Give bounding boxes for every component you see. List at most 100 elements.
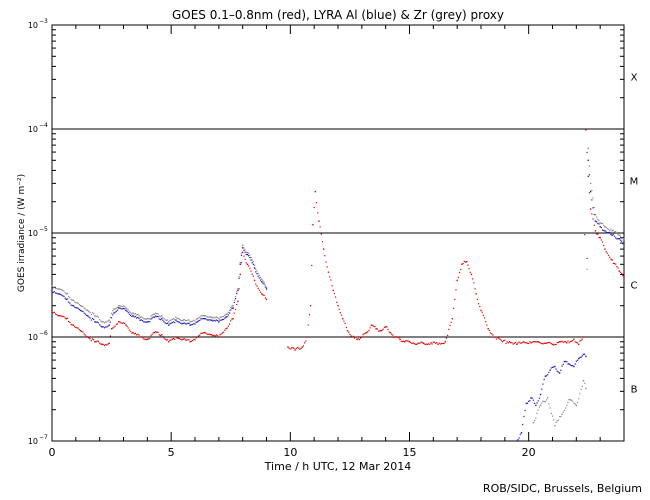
data-point bbox=[237, 288, 239, 290]
data-point bbox=[611, 234, 613, 237]
data-point bbox=[145, 321, 147, 323]
data-point bbox=[93, 312, 95, 315]
data-point bbox=[227, 314, 229, 316]
data-point bbox=[70, 304, 72, 306]
data-point bbox=[612, 262, 614, 265]
data-point bbox=[214, 335, 216, 337]
data-point bbox=[244, 251, 246, 253]
data-point bbox=[141, 317, 144, 319]
data-point bbox=[112, 310, 114, 312]
data-point bbox=[209, 316, 212, 318]
data-point bbox=[206, 316, 208, 318]
data-point bbox=[362, 334, 364, 336]
data-point bbox=[105, 326, 107, 328]
data-point bbox=[539, 404, 542, 407]
data-point bbox=[312, 224, 314, 226]
data-point bbox=[361, 336, 363, 338]
data-point bbox=[542, 400, 544, 402]
data-point bbox=[151, 317, 153, 319]
data-point bbox=[575, 360, 577, 362]
data-point bbox=[246, 253, 249, 256]
data-point bbox=[561, 365, 563, 367]
data-point bbox=[503, 340, 505, 342]
data-point bbox=[263, 294, 265, 296]
data-point bbox=[601, 229, 604, 231]
data-point bbox=[337, 304, 339, 307]
data-point bbox=[523, 341, 525, 343]
data-point bbox=[192, 323, 194, 326]
data-point bbox=[62, 315, 64, 317]
data-point bbox=[582, 336, 585, 338]
data-point bbox=[451, 317, 454, 320]
data-point bbox=[57, 293, 59, 295]
data-point bbox=[381, 329, 383, 331]
data-point bbox=[158, 315, 160, 317]
data-point bbox=[110, 312, 113, 315]
data-point bbox=[488, 329, 490, 332]
data-point bbox=[238, 288, 240, 290]
data-point bbox=[106, 326, 108, 328]
data-point bbox=[151, 333, 153, 335]
data-point bbox=[165, 339, 167, 341]
data-point bbox=[547, 342, 549, 344]
data-point bbox=[476, 298, 479, 301]
data-point bbox=[512, 343, 514, 345]
data-point bbox=[57, 315, 59, 317]
data-point bbox=[203, 317, 206, 320]
data-point bbox=[593, 206, 595, 209]
data-point bbox=[417, 342, 419, 344]
data-point bbox=[534, 402, 536, 404]
series-group bbox=[51, 129, 625, 351]
data-point bbox=[126, 308, 128, 310]
data-point bbox=[166, 319, 169, 321]
data-point bbox=[228, 309, 231, 312]
data-point bbox=[224, 317, 226, 319]
x-tick-label: 20 bbox=[522, 446, 536, 459]
data-point bbox=[370, 324, 373, 326]
data-point bbox=[553, 419, 555, 421]
data-point bbox=[125, 309, 127, 312]
data-point bbox=[197, 335, 200, 337]
data-point bbox=[116, 323, 119, 325]
data-point bbox=[386, 326, 388, 328]
data-point bbox=[320, 233, 322, 235]
data-point bbox=[604, 230, 606, 232]
data-point bbox=[64, 292, 66, 294]
data-point bbox=[162, 335, 164, 338]
data-point bbox=[121, 322, 123, 324]
data-point bbox=[181, 323, 183, 325]
data-point bbox=[454, 298, 456, 300]
data-point bbox=[158, 334, 160, 336]
data-point bbox=[214, 320, 216, 322]
data-point bbox=[593, 213, 595, 216]
data-point bbox=[153, 316, 156, 318]
data-point bbox=[562, 363, 564, 365]
data-point bbox=[177, 337, 179, 339]
data-point bbox=[159, 316, 162, 318]
data-point bbox=[557, 371, 560, 373]
data-point bbox=[534, 341, 536, 343]
data-point bbox=[618, 234, 620, 237]
data-point bbox=[358, 339, 361, 341]
data-point bbox=[462, 263, 464, 265]
data-point bbox=[349, 333, 351, 336]
data-point bbox=[87, 315, 89, 317]
data-point bbox=[228, 323, 231, 325]
data-point bbox=[116, 306, 119, 308]
data-point bbox=[131, 313, 133, 315]
data-point bbox=[122, 307, 125, 310]
data-point bbox=[609, 229, 611, 232]
data-point bbox=[79, 309, 82, 312]
data-point bbox=[112, 327, 114, 329]
data-point bbox=[227, 311, 229, 313]
data-point bbox=[265, 298, 268, 301]
data-point bbox=[85, 314, 88, 316]
data-point bbox=[219, 334, 221, 336]
data-point bbox=[292, 347, 294, 349]
data-point bbox=[265, 286, 268, 289]
data-point bbox=[52, 291, 54, 294]
data-point bbox=[555, 343, 557, 346]
data-point bbox=[314, 190, 317, 193]
data-point bbox=[58, 293, 60, 295]
data-point bbox=[171, 318, 173, 321]
